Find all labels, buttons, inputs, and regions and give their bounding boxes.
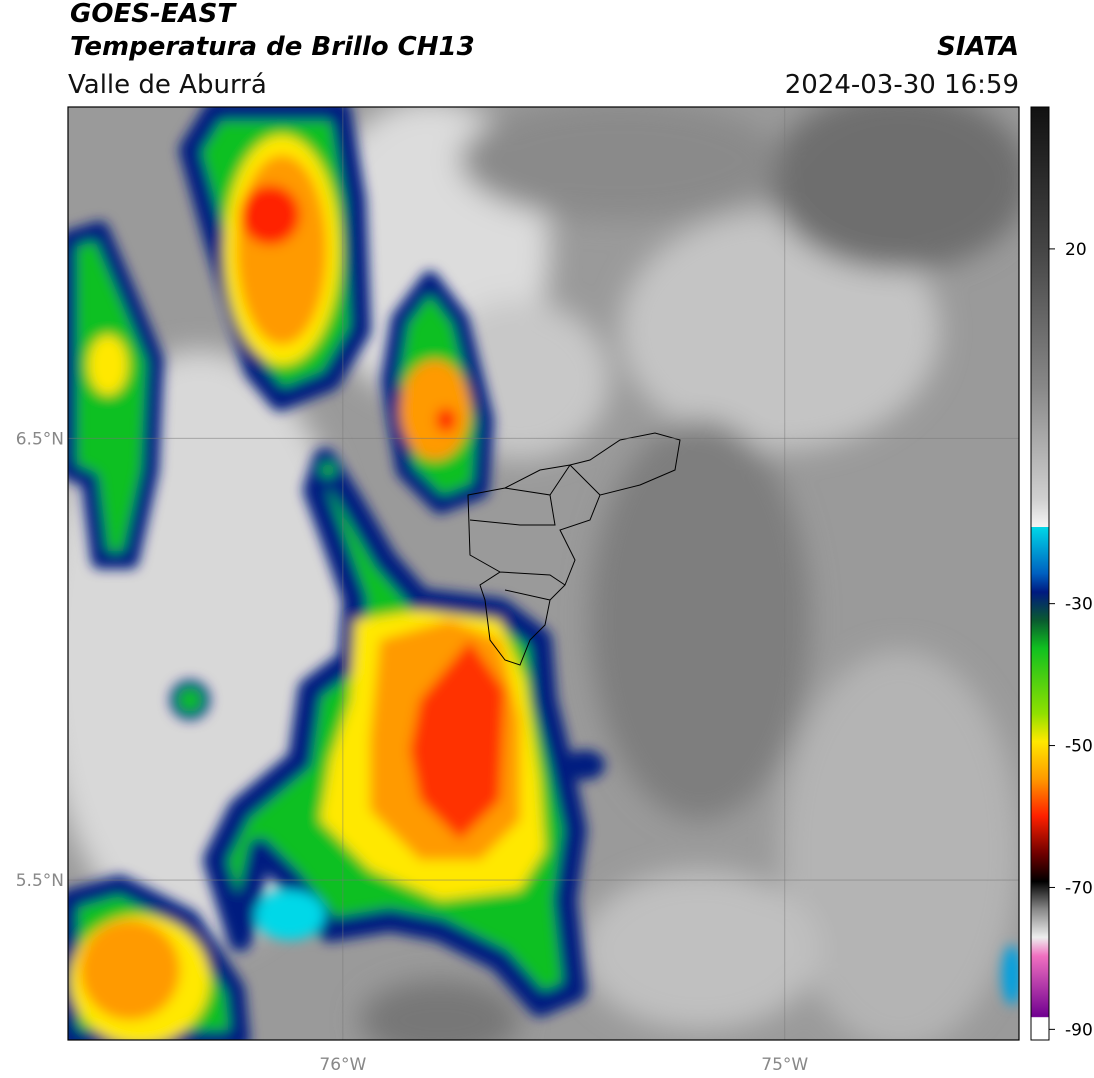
satellite-image — [68, 107, 1019, 1040]
colorbar-tick-label: -90 — [1065, 1020, 1093, 1040]
source: SIATA — [937, 32, 1019, 62]
lat-tick-label: 6.5°N — [16, 429, 64, 449]
colorbar — [1030, 106, 1050, 1041]
lon-tick-label: 76°W — [319, 1055, 366, 1075]
region: Valle de Aburrá — [68, 70, 267, 100]
colorbar-tick-label: 20 — [1065, 240, 1087, 260]
colorbar-tick-label: -50 — [1065, 737, 1093, 757]
valley-outline — [467, 432, 681, 666]
satellite: GOES-EAST — [70, 0, 237, 29]
map-frame — [67, 106, 1020, 1041]
lon-tick-label: 75°W — [761, 1055, 808, 1075]
lat-tick-label: 5.5°N — [16, 871, 64, 891]
colorbar-tick-label: -70 — [1065, 878, 1093, 898]
product: Temperatura de Brillo CH13 — [70, 32, 475, 62]
datetime: 2024-03-30 16:59 — [785, 70, 1019, 100]
colorbar-tick-label: -30 — [1065, 595, 1093, 615]
